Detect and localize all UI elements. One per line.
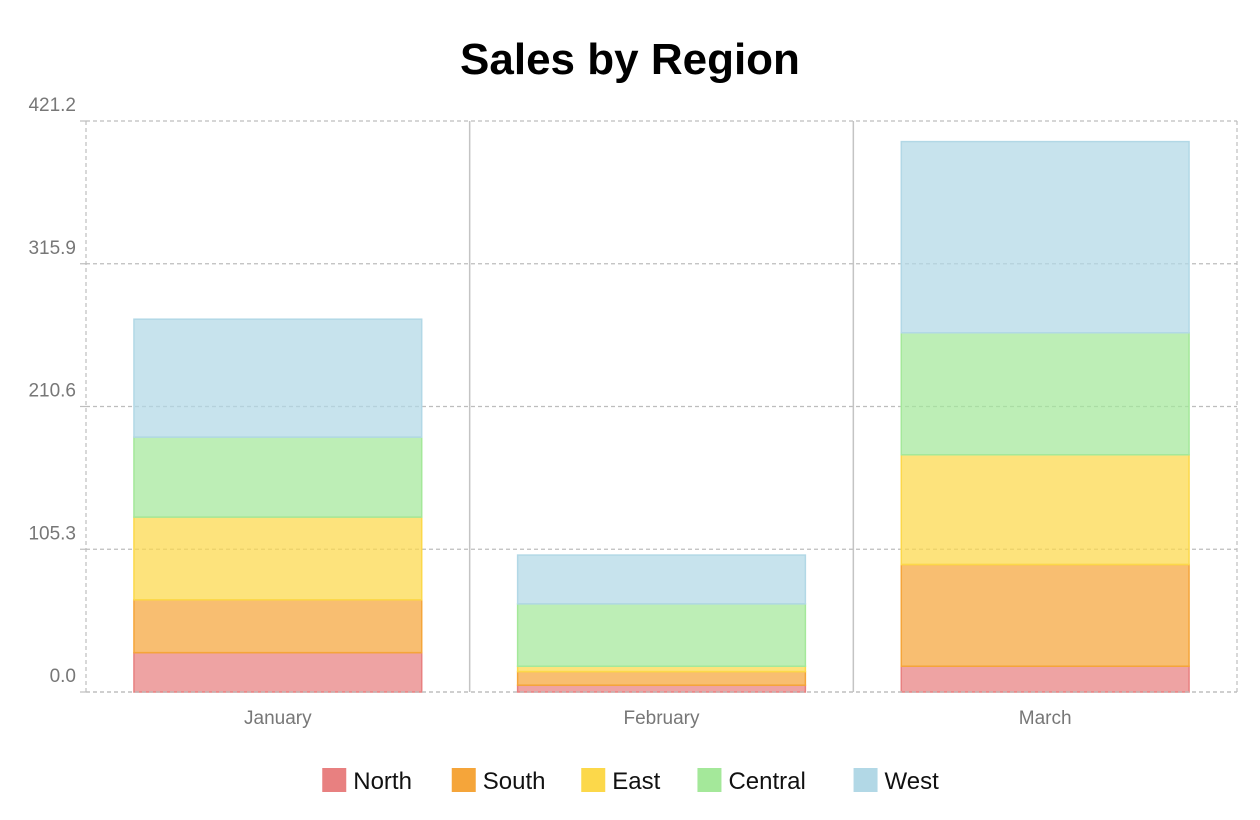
bar-segment-south-february [516, 670, 807, 686]
legend-label-central: Central [728, 768, 805, 795]
bar-segment-east-january [133, 516, 423, 601]
legend-swatch-south [451, 768, 476, 792]
bar-segment-north-february [516, 684, 807, 693]
bar-segment-north-january [133, 651, 423, 693]
bar-segment-central-march [900, 332, 1190, 456]
axes: 0.0 105.3 210.6 315.9 421.2 January February Ma… [28, 95, 1237, 729]
legend: North South East Central West [322, 768, 939, 795]
legend-swatch-east [581, 768, 606, 792]
bar-segment-east-february [516, 665, 807, 673]
legend-swatch-north [322, 768, 347, 792]
bar-segment-central-february [516, 603, 807, 667]
bar-segment-west-february [516, 554, 807, 605]
x-tick-label: January [244, 708, 312, 729]
y-tick-label: 315.9 [28, 238, 76, 259]
y-tick-label: 421.2 [28, 95, 76, 116]
legend-label-east: East [612, 768, 660, 795]
legend-swatch-west [853, 768, 878, 792]
y-tick-label: 210.6 [28, 381, 76, 402]
bar-segment-west-january [133, 318, 423, 438]
bar-segment-south-january [133, 599, 423, 654]
legend-swatch-central [697, 768, 722, 792]
bar-segment-central-january [133, 436, 423, 518]
y-tick-label: 105.3 [28, 523, 76, 544]
bar-segment-south-march [900, 563, 1190, 667]
legend-label-north: North [353, 768, 412, 795]
x-tick-label: March [1019, 708, 1072, 729]
bars [133, 140, 1190, 693]
legend-label-south: South [483, 768, 546, 795]
legend-label-west: West [885, 768, 940, 795]
chart-title: Sales by Region [460, 35, 800, 84]
bar-segment-west-march [900, 140, 1190, 334]
x-tick-label: February [623, 708, 700, 729]
y-tick-label: 0.0 [50, 666, 76, 687]
bar-segment-east-march [900, 454, 1190, 566]
bar-segment-north-march [900, 665, 1190, 693]
